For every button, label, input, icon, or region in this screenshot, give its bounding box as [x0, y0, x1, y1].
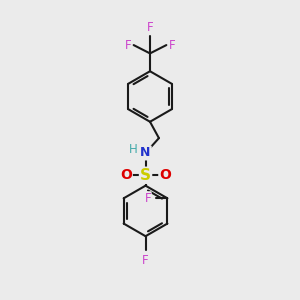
Text: F: F: [147, 21, 153, 34]
Text: F: F: [169, 39, 175, 52]
Text: H: H: [128, 143, 137, 156]
Text: F: F: [144, 192, 151, 205]
Text: S: S: [140, 168, 151, 183]
Text: F: F: [142, 254, 149, 267]
Text: N: N: [140, 146, 151, 160]
Text: O: O: [120, 168, 132, 182]
Text: F: F: [124, 39, 131, 52]
Text: O: O: [159, 168, 171, 182]
